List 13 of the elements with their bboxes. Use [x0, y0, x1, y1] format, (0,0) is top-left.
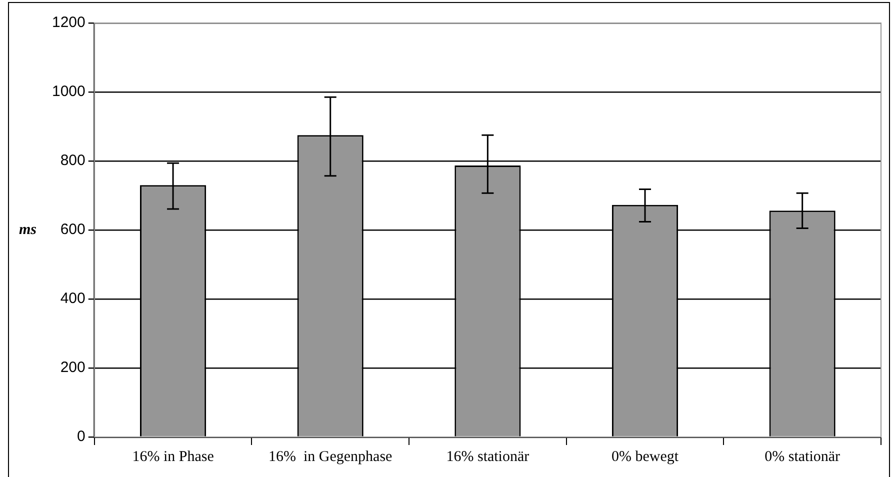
x-tick-label: 0% bewegt: [611, 448, 680, 465]
y-tick-label: 200: [60, 359, 86, 376]
y-axis-title: ms: [19, 222, 37, 238]
y-tick-label: 1200: [52, 14, 86, 32]
y-tick-label: 800: [60, 152, 86, 170]
x-tick-label: 16% stationär: [446, 448, 530, 465]
x-tick-label: 16% in Gegenphase: [268, 448, 393, 465]
y-tick-label: 400: [60, 290, 86, 308]
y-tick-label: 1000: [52, 83, 86, 100]
x-tick-label: 16% in Phase: [132, 448, 214, 465]
y-tick-label: 600: [60, 221, 86, 238]
y-tick-label: 0: [77, 428, 86, 446]
x-tick-label: 0% stationär: [764, 448, 840, 465]
